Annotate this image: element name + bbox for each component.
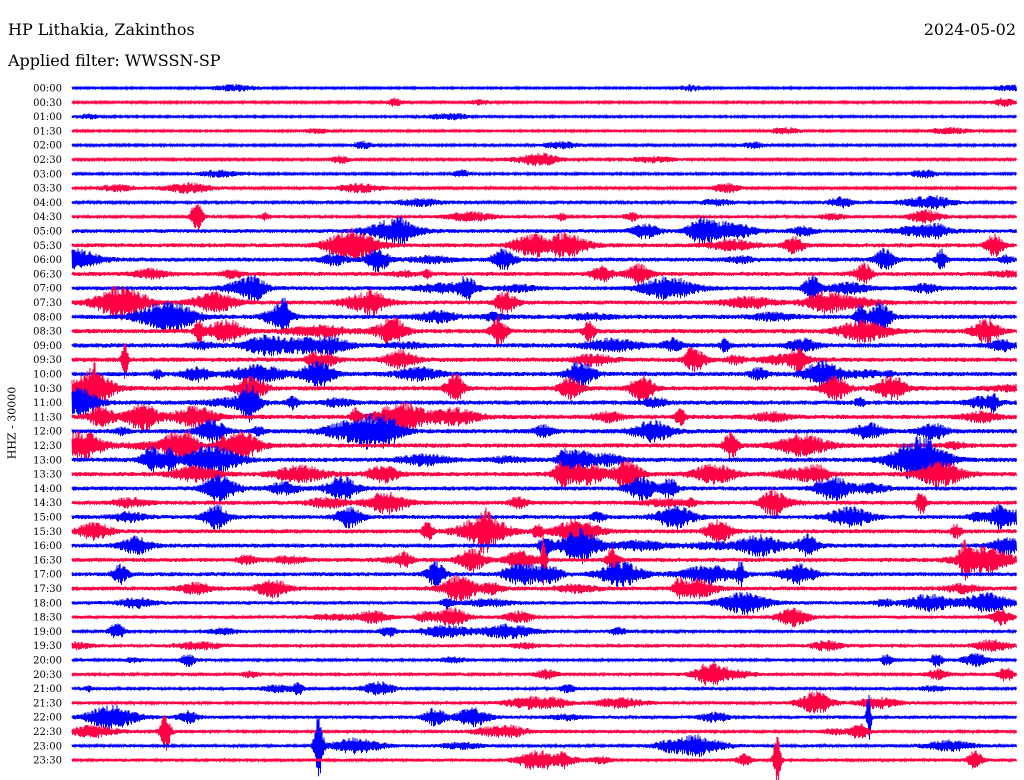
trace-line	[71, 736, 1017, 780]
row-time-label: 10:00	[33, 370, 62, 381]
row-time-label: 16:30	[33, 555, 62, 566]
filter-label: Applied filter: WWSSN-SP	[8, 51, 221, 70]
trace-line	[71, 202, 1017, 233]
row-time-label: 18:00	[33, 598, 62, 609]
row-time-label: 20:00	[33, 656, 62, 667]
row-time-label: 06:00	[33, 255, 62, 266]
row-time-label: 09:30	[33, 355, 62, 366]
row-time-label: 04:00	[33, 198, 62, 209]
row-time-label: 22:30	[33, 727, 62, 738]
row-time-label: 15:00	[33, 513, 62, 524]
row-time-label: 03:00	[33, 169, 62, 180]
row-time-label: 13:00	[33, 455, 62, 466]
row-time-label: 23:00	[33, 741, 62, 752]
row-time-label: 03:30	[33, 184, 62, 195]
row-time-label: 21:30	[33, 698, 62, 709]
row-time-label: 19:30	[33, 641, 62, 652]
row-time-label: 07:00	[33, 284, 62, 295]
row-time-label: 01:30	[33, 126, 62, 137]
row-time-label: 02:00	[33, 141, 62, 152]
row-time-label: 01:00	[33, 112, 62, 123]
row-time-label: 02:30	[33, 155, 62, 166]
row-time-label: 16:00	[33, 541, 62, 552]
row-time-label: 10:30	[33, 384, 62, 395]
row-time-label: 14:00	[33, 484, 62, 495]
row-time-label: 08:00	[33, 312, 62, 323]
row-time-label: 18:30	[33, 613, 62, 624]
trace-group	[71, 84, 1017, 780]
row-time-label: 00:30	[33, 98, 62, 109]
record-date: 2024-05-02	[923, 20, 1016, 39]
row-time-label: 13:30	[33, 470, 62, 481]
row-time-label: 19:00	[33, 627, 62, 638]
row-time-label: 05:00	[33, 227, 62, 238]
row-time-label: 08:30	[33, 327, 62, 338]
row-time-label: 21:00	[33, 684, 62, 695]
row-time-label: 23:30	[33, 756, 62, 767]
row-time-label: 17:00	[33, 570, 62, 581]
row-time-label: 09:00	[33, 341, 62, 352]
row-time-label: 17:30	[33, 584, 62, 595]
row-time-label: 11:00	[33, 398, 62, 409]
row-time-label: 20:30	[33, 670, 62, 681]
row-time-label: 07:30	[33, 298, 62, 309]
row-time-label: 00:00	[33, 84, 62, 95]
row-time-label: 12:00	[33, 427, 62, 438]
row-time-label: 12:30	[33, 441, 62, 452]
row-time-label: 14:30	[33, 498, 62, 509]
trace-line	[71, 413, 1017, 450]
row-time-label: 06:30	[33, 269, 62, 280]
row-time-label: 11:30	[33, 412, 62, 423]
row-time-label: 05:30	[33, 241, 62, 252]
row-time-label: 22:00	[33, 713, 62, 724]
row-time-label: 04:30	[33, 212, 62, 223]
station-title: HP Lithakia, Zakinthos	[8, 20, 195, 39]
row-label-group: 00:00 00:30 01:00 01:30 02:00 02:30 03:00 03:30…	[33, 84, 62, 767]
row-time-label: 15:30	[33, 527, 62, 538]
